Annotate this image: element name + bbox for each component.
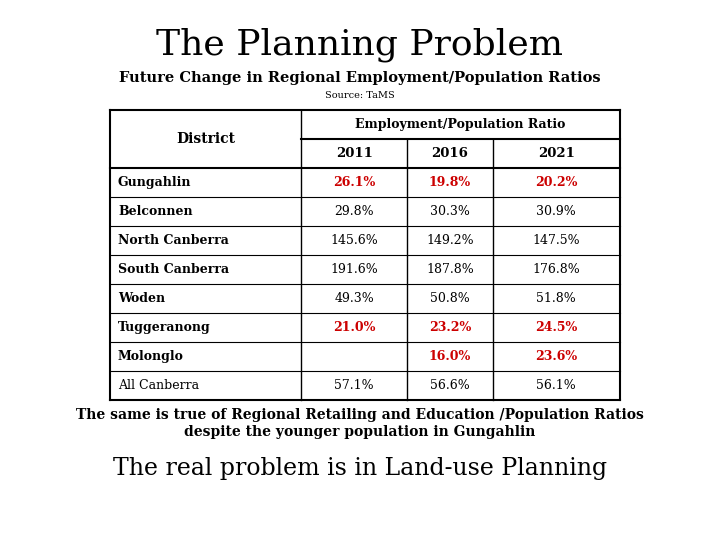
Text: 191.6%: 191.6% (330, 263, 378, 276)
Text: Employment/Population Ratio: Employment/Population Ratio (356, 118, 566, 131)
Text: 20.2%: 20.2% (535, 176, 577, 189)
Text: North Canberra: North Canberra (118, 234, 229, 247)
Text: District: District (176, 132, 235, 146)
Text: 57.1%: 57.1% (335, 379, 374, 392)
Text: 23.6%: 23.6% (535, 350, 577, 363)
Text: Tuggeranong: Tuggeranong (118, 321, 211, 334)
Text: Belconnen: Belconnen (118, 205, 193, 218)
Text: 26.1%: 26.1% (333, 176, 375, 189)
Text: 147.5%: 147.5% (532, 234, 580, 247)
Text: Molonglo: Molonglo (118, 350, 184, 363)
Text: 49.3%: 49.3% (334, 292, 374, 305)
Text: The Planning Problem: The Planning Problem (156, 28, 564, 62)
Text: 23.2%: 23.2% (429, 321, 471, 334)
Text: 187.8%: 187.8% (426, 263, 474, 276)
Text: The real problem is in Land-use Planning: The real problem is in Land-use Planning (113, 456, 607, 480)
Text: 2021: 2021 (538, 147, 575, 160)
Text: 16.0%: 16.0% (429, 350, 471, 363)
Text: 19.8%: 19.8% (429, 176, 471, 189)
Text: 30.3%: 30.3% (430, 205, 470, 218)
Text: 29.8%: 29.8% (335, 205, 374, 218)
Text: 56.6%: 56.6% (430, 379, 469, 392)
Text: 51.8%: 51.8% (536, 292, 576, 305)
Text: Source: TaMS: Source: TaMS (325, 91, 395, 99)
Text: The same is true of Regional Retailing and Education /Population Ratios: The same is true of Regional Retailing a… (76, 408, 644, 422)
Text: 176.8%: 176.8% (532, 263, 580, 276)
Text: 30.9%: 30.9% (536, 205, 576, 218)
Text: despite the younger population in Gungahlin: despite the younger population in Gungah… (184, 425, 536, 439)
Text: 21.0%: 21.0% (333, 321, 375, 334)
Text: 149.2%: 149.2% (426, 234, 474, 247)
Text: 2011: 2011 (336, 147, 373, 160)
Text: Gungahlin: Gungahlin (118, 176, 192, 189)
Text: Future Change in Regional Employment/Population Ratios: Future Change in Regional Employment/Pop… (120, 71, 600, 85)
Text: 56.1%: 56.1% (536, 379, 576, 392)
Text: 50.8%: 50.8% (430, 292, 469, 305)
Text: South Canberra: South Canberra (118, 263, 229, 276)
Text: Woden: Woden (118, 292, 165, 305)
Text: 145.6%: 145.6% (330, 234, 378, 247)
Text: 24.5%: 24.5% (535, 321, 577, 334)
Text: All Canberra: All Canberra (118, 379, 199, 392)
Text: 2016: 2016 (431, 147, 468, 160)
